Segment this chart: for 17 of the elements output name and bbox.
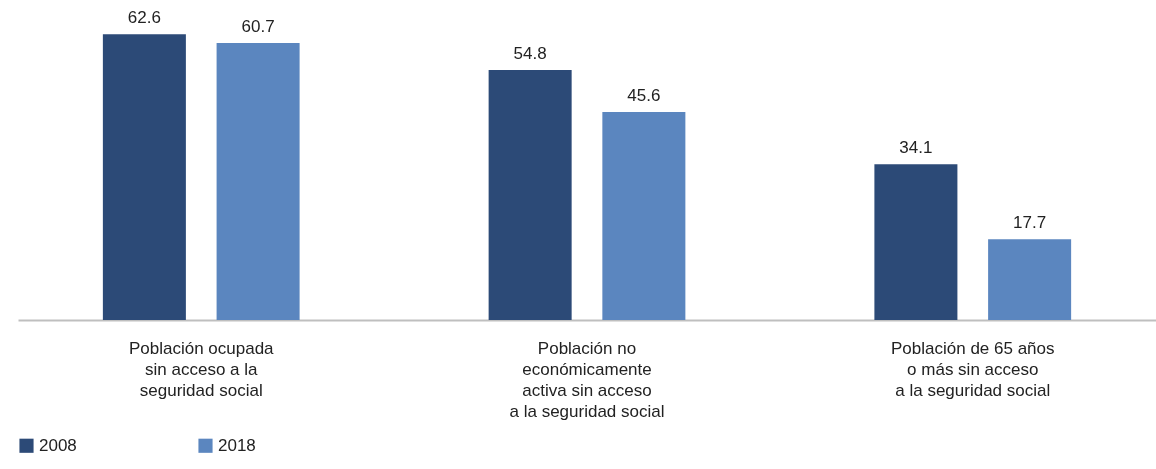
x-tick-label: Población no económicamente activa sin acceso a la seguridad social bbox=[509, 338, 665, 421]
data-label: 54.8 bbox=[513, 43, 547, 63]
legend-label: 2008 bbox=[39, 435, 77, 455]
data-label: 34.1 bbox=[899, 138, 933, 158]
x-tick-label: Población de 65 años o más sin acceso a la seguridad social bbox=[891, 338, 1055, 400]
legend-label: 2018 bbox=[218, 435, 256, 455]
bar bbox=[216, 42, 300, 320]
x-tick-label: Población ocupada sin acceso a la seguridad social bbox=[128, 338, 275, 400]
bar bbox=[988, 239, 1072, 320]
data-label: 45.6 bbox=[627, 85, 661, 105]
bar bbox=[102, 34, 186, 320]
data-label: 17.7 bbox=[1013, 213, 1047, 233]
bar bbox=[602, 111, 686, 320]
data-label: 62.6 bbox=[127, 8, 161, 28]
bar bbox=[874, 164, 958, 320]
data-label: 60.7 bbox=[241, 16, 275, 36]
bar bbox=[488, 69, 572, 320]
